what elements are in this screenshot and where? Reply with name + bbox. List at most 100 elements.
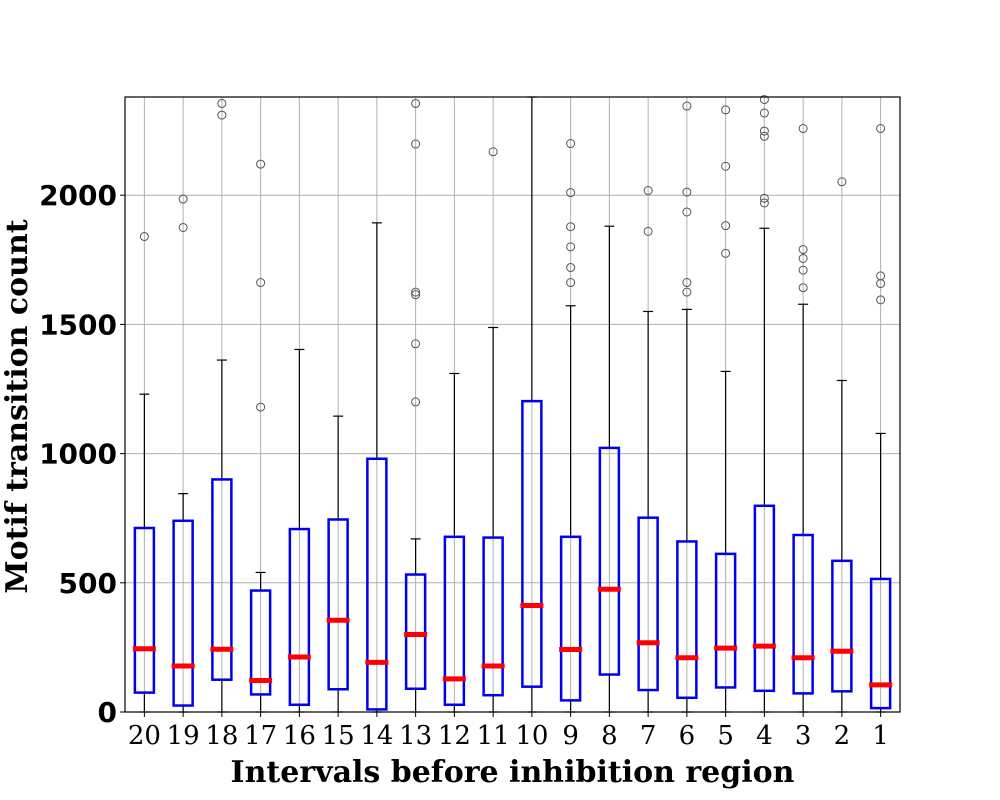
x-tick-label: 19 [167, 721, 200, 751]
box-12 [442, 372, 466, 713]
outlier-point [217, 110, 227, 120]
outlier-point [798, 283, 808, 293]
outlier-point [682, 101, 692, 111]
outlier-point [759, 108, 769, 118]
outlier-point [488, 147, 498, 157]
outlier-point [256, 159, 266, 169]
box-11 [481, 147, 505, 713]
outlier-point [759, 131, 769, 141]
outlier-point [566, 242, 576, 252]
box-iqr [753, 504, 776, 693]
outlier-point [566, 222, 576, 232]
y-axis-ticks: 0 500 1000 1500 2000 [39, 179, 125, 729]
outlier-point [759, 95, 769, 105]
outlier-point [411, 339, 421, 349]
box-2 [830, 177, 854, 713]
outlier-point [721, 161, 731, 171]
box-iqr [172, 519, 194, 707]
x-tick-label: 13 [399, 721, 432, 751]
outlier-point [411, 139, 421, 149]
outlier-point [178, 194, 188, 204]
box-iqr [443, 535, 466, 707]
box-17 [249, 159, 273, 713]
x-tick-label: 11 [477, 721, 510, 751]
outlier-point [876, 124, 886, 134]
box-plots [132, 95, 893, 713]
y-tick-label: 1500 [39, 308, 117, 341]
outlier-point [682, 187, 692, 197]
x-tick-label: 9 [562, 721, 579, 751]
box-iqr [869, 577, 892, 710]
box-10 [520, 96, 544, 713]
box-iqr [637, 516, 659, 692]
outlier-point [411, 287, 421, 297]
outlier-point [876, 295, 886, 305]
y-axis-label: Motif transition count [0, 219, 35, 593]
outlier-point [566, 139, 576, 149]
y-tick-label: 2000 [39, 179, 117, 212]
x-tick-label: 1 [872, 721, 889, 751]
outlier-point [178, 222, 188, 232]
box-4 [752, 95, 776, 713]
x-tick-label: 8 [601, 721, 618, 751]
box-iqr [521, 399, 543, 688]
y-tick-label: 0 [98, 696, 117, 729]
x-tick-label: 5 [717, 721, 734, 751]
box-iqr [676, 540, 698, 700]
x-tick-label: 15 [322, 721, 355, 751]
outlier-point [798, 265, 808, 275]
x-tick-label: 17 [244, 721, 277, 751]
outlier-point [798, 254, 808, 264]
plot-frame [124, 96, 901, 713]
grid-lines [125, 97, 900, 713]
x-tick-label: 7 [640, 721, 657, 751]
box-9 [559, 139, 583, 713]
x-axis-label: Intervals before inhibition region [231, 755, 795, 790]
outlier-point [217, 98, 227, 108]
outlier-point [759, 126, 769, 136]
outlier-point [411, 98, 421, 108]
x-tick-label: 12 [438, 721, 471, 751]
box-iqr [482, 536, 504, 697]
outlier-point [798, 244, 808, 254]
box-iqr [559, 535, 582, 702]
x-axis-ticks: 20 19 18 17 16 15 14 13 12 11 10 9 8 7 6 5 4 3 2 1 [128, 712, 889, 751]
outlier-point [643, 186, 653, 196]
box-19 [171, 194, 195, 713]
x-tick-label: 4 [756, 721, 773, 751]
box-iqr [831, 559, 853, 693]
box-iqr [714, 552, 737, 689]
box-iqr [366, 457, 388, 711]
x-tick-label: 14 [360, 721, 393, 751]
outlier-point [759, 198, 769, 208]
box-5 [714, 105, 738, 713]
outlier-point [411, 397, 421, 407]
outlier-point [721, 248, 731, 258]
outlier-point [139, 232, 149, 242]
outlier-point [643, 226, 653, 236]
y-tick-label: 1000 [39, 438, 117, 471]
box-16 [287, 348, 311, 713]
outlier-point [256, 402, 266, 412]
outlier-point [876, 271, 886, 281]
outlier-point [721, 105, 731, 115]
box-iqr [133, 526, 156, 694]
outlier-point [566, 188, 576, 198]
box-iqr [249, 589, 272, 696]
x-tick-label: 10 [515, 721, 548, 751]
outlier-point [721, 221, 731, 231]
box-1 [869, 124, 893, 713]
x-tick-label: 6 [679, 721, 696, 751]
outlier-point [837, 177, 847, 187]
x-tick-label: 18 [205, 721, 238, 751]
box-iqr [327, 518, 349, 691]
x-tick-label: 3 [795, 721, 812, 751]
outlier-point [682, 278, 692, 288]
box-iqr [792, 533, 814, 695]
outlier-point [759, 193, 769, 203]
outlier-point [566, 278, 576, 288]
outlier-point [682, 287, 692, 297]
x-tick-label: 2 [834, 721, 851, 751]
outlier-point [411, 290, 421, 300]
